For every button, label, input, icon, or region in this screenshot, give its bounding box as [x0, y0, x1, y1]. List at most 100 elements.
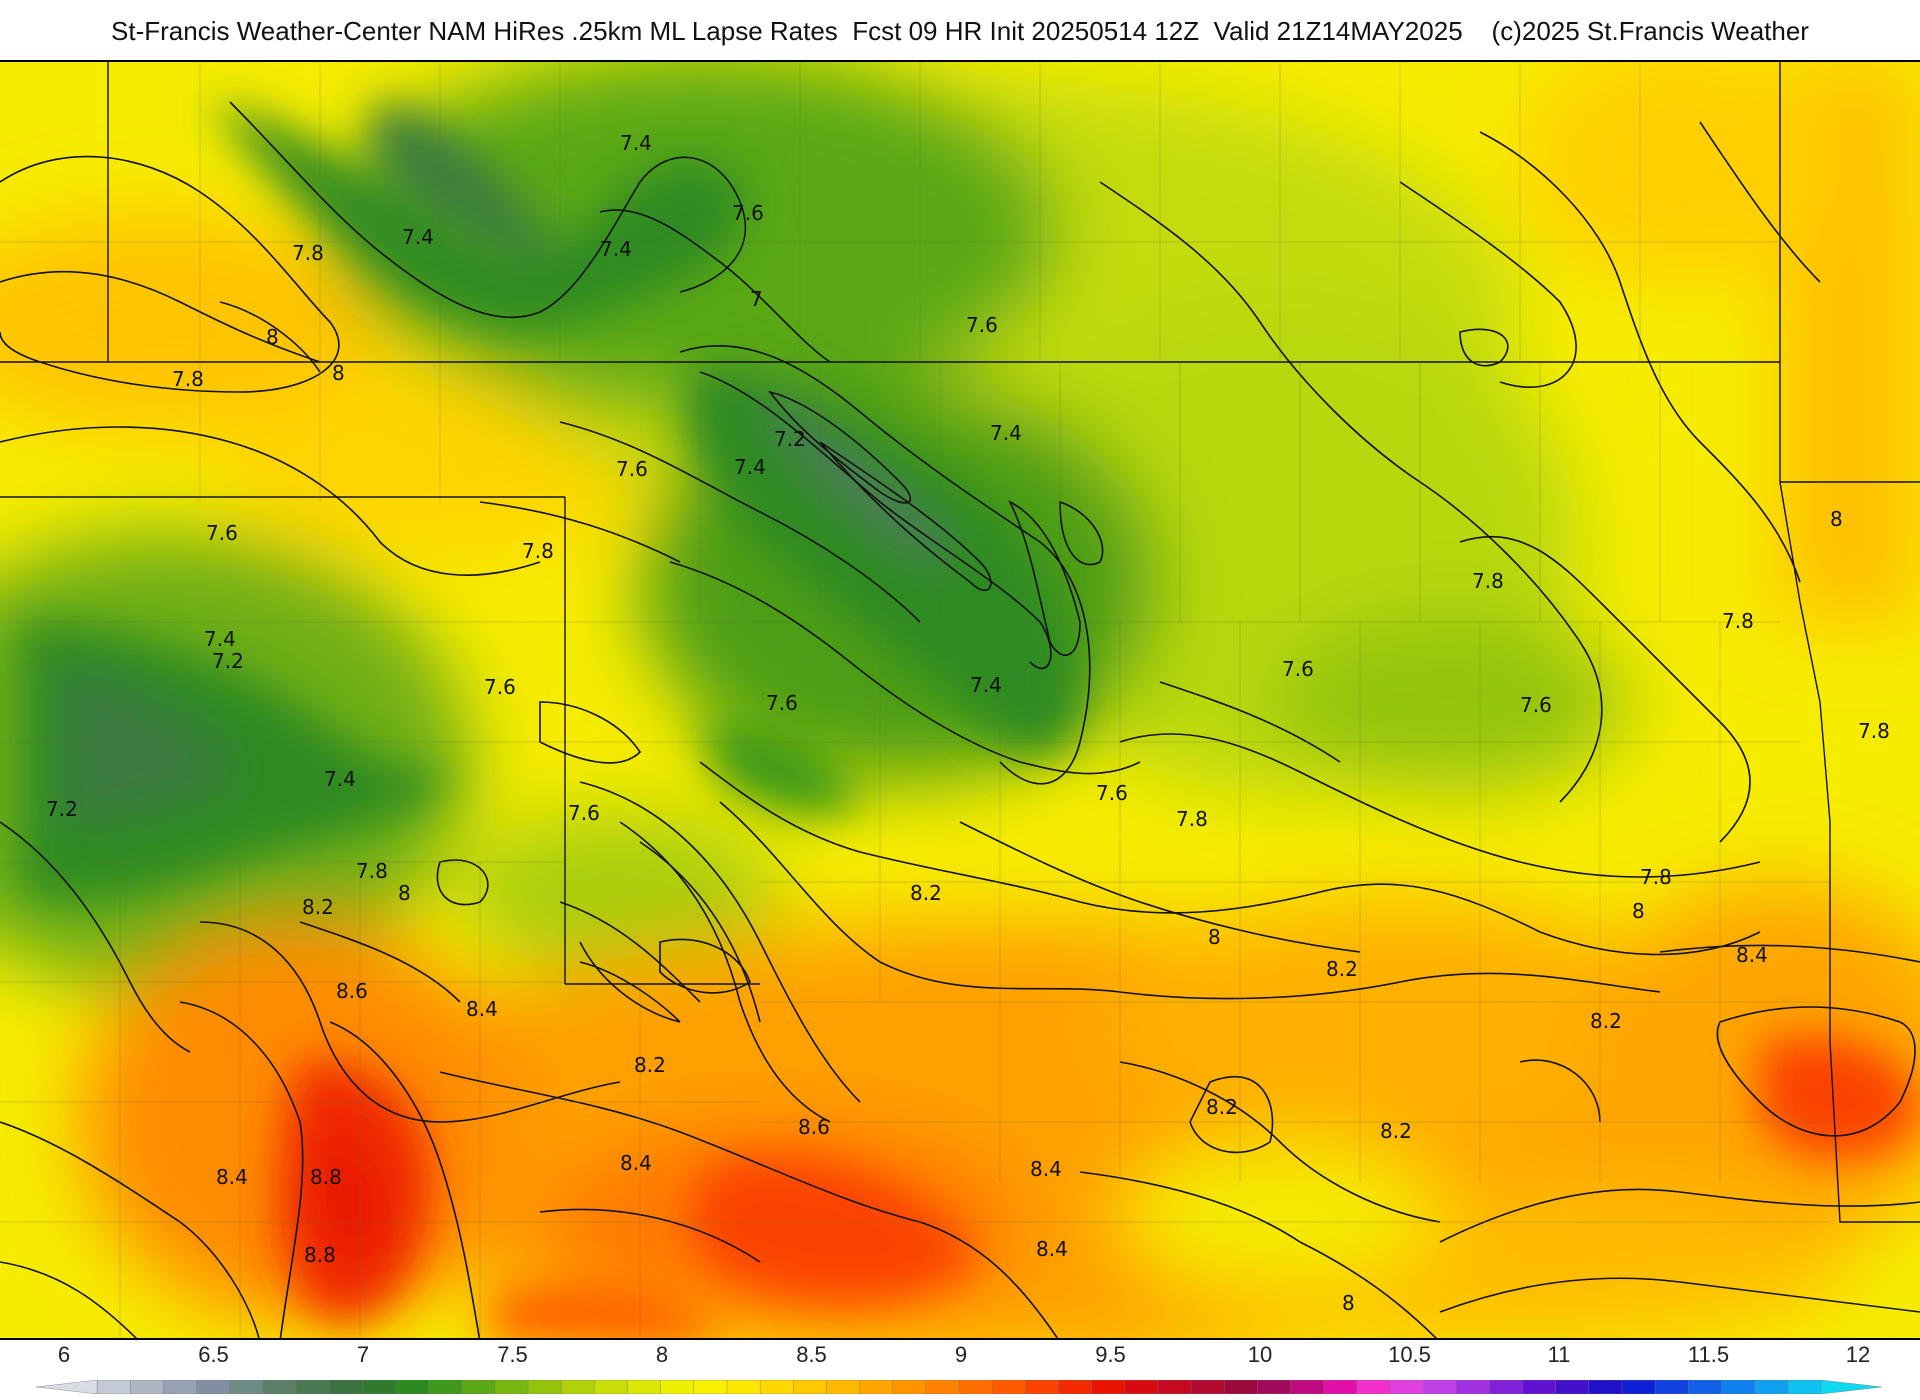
legend-color-swatch — [130, 1380, 165, 1394]
map-panel: 7.4 7.6 7.4 7.4 7.8 8 7.8 8 7 7.6 7.2 7.… — [0, 60, 1920, 1340]
legend-color-swatch — [594, 1380, 629, 1394]
contour-label: 7.6 — [766, 691, 798, 715]
contour-label: 7.2 — [46, 797, 78, 821]
legend-color-swatch — [892, 1380, 927, 1394]
contour-label: 7.8 — [292, 241, 324, 265]
legend-color-swatch — [826, 1380, 861, 1394]
color-scale-legend: 6 6.5 7 7.5 8 8.5 9 9.5 10 10.5 11 11.5 12 — [0, 1340, 1920, 1400]
legend-color-swatch — [494, 1380, 529, 1394]
legend-color-swatch — [1588, 1380, 1623, 1394]
contour-label: 7.4 — [402, 225, 434, 249]
contour-label: 7.8 — [522, 539, 554, 563]
legend-color-swatch — [1721, 1380, 1756, 1394]
contour-label: 8.2 — [910, 881, 942, 905]
contour-label: 8 — [332, 361, 345, 385]
legend-tick-label: 6 — [57, 1342, 71, 1367]
contour-label: 7.6 — [484, 675, 516, 699]
contour-label: 7.8 — [1640, 865, 1672, 889]
legend-color-swatch — [1058, 1380, 1093, 1394]
legend-color-swatch — [262, 1380, 297, 1394]
map-title: St-Francis Weather-Center NAM HiRes .25k… — [111, 15, 1809, 46]
legend-color-swatch — [561, 1380, 596, 1394]
map-title-bar: St-Francis Weather-Center NAM HiRes .25k… — [0, 0, 1920, 62]
contour-label: 7.6 — [568, 801, 600, 825]
contour-label: 7.4 — [734, 455, 766, 479]
contour-label: 7.8 — [1858, 719, 1890, 743]
contour-label: 8.2 — [1380, 1119, 1412, 1143]
contour-label: 7.6 — [1096, 781, 1128, 805]
legend-color-swatch — [759, 1380, 795, 1394]
contour-label: 7.4 — [600, 237, 632, 261]
legend-color-swatch — [229, 1380, 264, 1394]
legend-color-swatch — [36, 1380, 98, 1394]
contour-label: 7.4 — [990, 421, 1022, 445]
contour-label: 8 — [266, 325, 279, 349]
contour-label: 8.4 — [620, 1151, 652, 1175]
contour-label: 7.8 — [1722, 609, 1754, 633]
contour-label: 8.4 — [1036, 1237, 1068, 1261]
contour-label: 7.4 — [204, 627, 236, 651]
contour-label: 7 — [750, 287, 763, 311]
legend-color-swatch — [1688, 1380, 1723, 1394]
contour-label: 8 — [1830, 507, 1843, 531]
legend-color-swatch — [1124, 1380, 1159, 1394]
legend-color-swatch — [163, 1380, 198, 1394]
legend-color-swatch — [1489, 1380, 1524, 1394]
legend-color-swatch — [395, 1380, 430, 1394]
contour-label: 7.6 — [616, 457, 648, 481]
legend-color-swatch — [726, 1380, 761, 1394]
contour-label: 7.4 — [970, 673, 1002, 697]
contour-label: 7.6 — [732, 201, 764, 225]
state-borders — [0, 62, 1920, 1223]
contour-label: 7.8 — [172, 367, 204, 391]
legend-color-swatch — [96, 1380, 132, 1394]
contour-label: 8.4 — [1030, 1157, 1062, 1181]
contour-label: 8.8 — [310, 1165, 342, 1189]
contour-label: 7.6 — [1282, 657, 1314, 681]
legend-color-swatch — [1323, 1380, 1358, 1394]
legend-color-swatch — [295, 1380, 330, 1394]
legend-color-bar — [36, 1380, 1882, 1394]
legend-color-swatch — [196, 1380, 231, 1394]
legend-tick-label: 9 — [954, 1342, 968, 1367]
legend-tick-label: 10.5 — [1388, 1342, 1431, 1367]
legend-color-swatch — [1522, 1380, 1557, 1394]
legend-color-swatch — [1190, 1380, 1225, 1394]
legend-tick-label: 7 — [356, 1342, 370, 1367]
legend-color-swatch — [991, 1380, 1027, 1394]
legend-tick-label: 8 — [655, 1342, 669, 1367]
contour-label: 8.4 — [466, 997, 498, 1021]
contour-label: 7.6 — [966, 313, 998, 337]
contour-label: 7.6 — [1520, 693, 1552, 717]
legend-color-swatch — [1025, 1380, 1060, 1394]
contour-label: 8.4 — [1736, 943, 1768, 967]
contour-label: 7.2 — [212, 649, 244, 673]
legend-color-swatch — [461, 1380, 496, 1394]
legend-tick-label: 9.5 — [1095, 1342, 1126, 1367]
legend-color-swatch — [1621, 1380, 1656, 1394]
legend-tick-label: 11 — [1547, 1342, 1571, 1367]
legend-color-swatch — [925, 1380, 960, 1394]
legend-color-swatch — [793, 1380, 828, 1394]
legend-color-swatch — [1787, 1380, 1822, 1394]
legend-tick-label: 8.5 — [796, 1342, 827, 1367]
legend-color-swatch — [1654, 1380, 1690, 1394]
legend-color-swatch — [1157, 1380, 1192, 1394]
contour-label: 8 — [1342, 1291, 1355, 1315]
contour-label: 7.2 — [774, 427, 806, 451]
legend-color-swatch — [428, 1380, 463, 1394]
contour-label: 8.2 — [1206, 1095, 1238, 1119]
legend-color-swatch — [1422, 1380, 1458, 1394]
legend-tick-label: 6.5 — [198, 1342, 229, 1367]
legend-color-swatch — [328, 1380, 364, 1394]
contour-label: 8.6 — [336, 979, 368, 1003]
contour-label: 8 — [1632, 899, 1645, 923]
legend-color-swatch — [1820, 1380, 1882, 1394]
contour-label: 8 — [1208, 925, 1221, 949]
legend-tick-label: 12 — [1845, 1342, 1871, 1367]
color-field — [0, 62, 1920, 1338]
legend-color-swatch — [1223, 1380, 1259, 1394]
contour-label: 8.2 — [302, 895, 334, 919]
legend-color-swatch — [1257, 1380, 1292, 1394]
legend-color-swatch — [660, 1380, 695, 1394]
